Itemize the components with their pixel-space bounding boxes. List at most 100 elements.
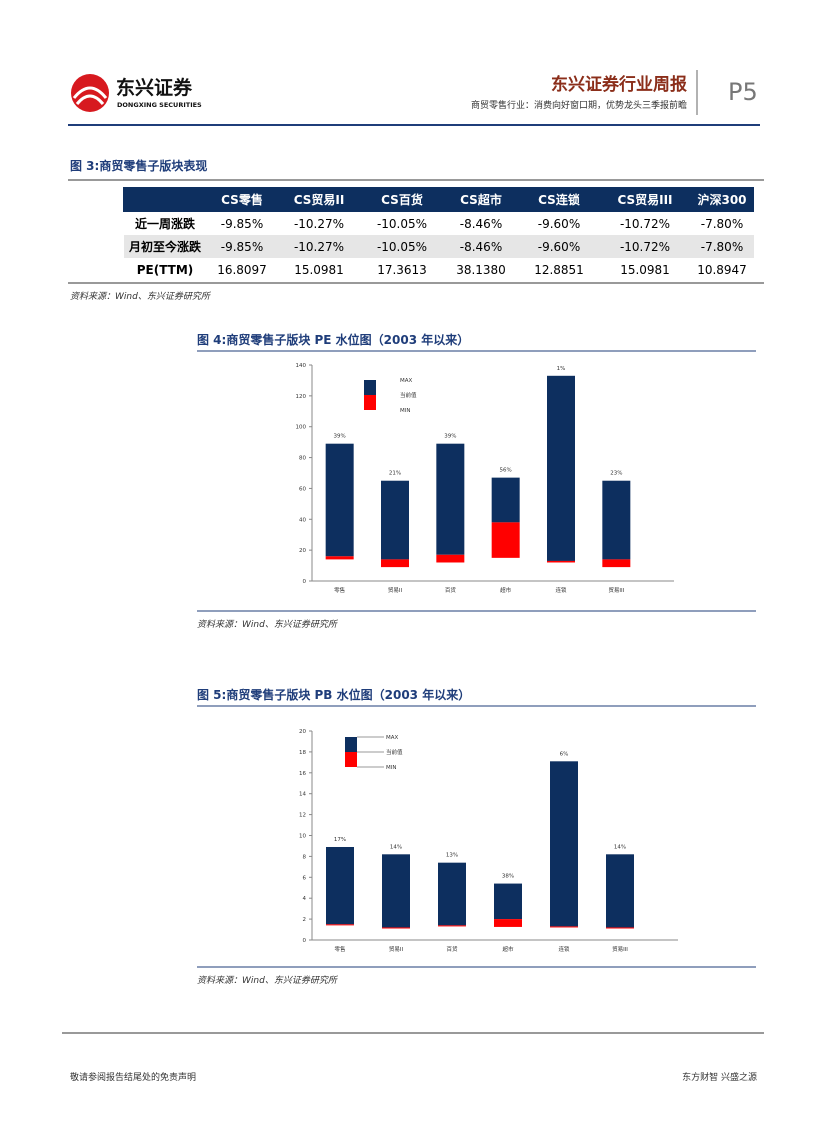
x-tick-label: 贸易III <box>612 945 628 953</box>
legend-label: MAX <box>400 378 413 384</box>
source: 资料来源：Wind、东兴证券研究所 <box>197 620 337 630</box>
y-tick-label: 40 <box>299 517 306 523</box>
cell: -8.46% <box>443 235 519 258</box>
x-tick-label: 连锁 <box>555 586 567 594</box>
bar-annotation: 14% <box>390 844 402 850</box>
bar-annotation: 13% <box>446 853 458 859</box>
cell: 15.0981 <box>620 262 670 277</box>
bar-max <box>550 761 578 927</box>
bar-annotation: 23% <box>610 471 622 477</box>
row-label: 月初至今涨跌 <box>123 235 207 258</box>
row-label: PE(TTM) <box>136 262 194 277</box>
header-cell: CS连锁 <box>518 187 600 212</box>
cell: -7.80% <box>690 235 754 258</box>
cell: -10.72% <box>599 235 691 258</box>
legend-label: MIN <box>386 765 396 771</box>
bar-current <box>602 559 631 568</box>
bar-current <box>494 919 522 927</box>
legend-swatch <box>364 380 376 395</box>
legend-label: MAX <box>386 735 399 741</box>
header-cell: CS零售 <box>206 187 278 212</box>
y-tick-label: 2 <box>303 917 307 923</box>
header-cell: CS超市 <box>443 187 519 212</box>
table-row: PE(TTM) 16.8097 15.0981 17.3613 38.1380 12.88… <box>124 258 754 281</box>
x-tick-label: 零售 <box>334 586 345 594</box>
report-type: 东兴证券行业周报 <box>551 75 687 95</box>
cell: 16.8097 <box>217 262 267 277</box>
figure-title: 图 3:商贸零售子版块表现 <box>70 159 208 173</box>
y-tick-label: 18 <box>299 750 306 756</box>
bar-annotation: 39% <box>444 434 456 440</box>
bar-current <box>547 560 575 563</box>
logo: 东兴证券 DONGXING SECURITIES <box>71 74 202 112</box>
y-tick-label: 4 <box>303 896 307 902</box>
cell: 15.0981 <box>294 262 344 277</box>
bar-max <box>381 480 409 560</box>
bar-max <box>326 846 354 925</box>
logo-name: 东兴证券 <box>116 76 193 99</box>
cell: -10.27% <box>293 216 345 231</box>
bar-max <box>606 854 634 928</box>
bar-max <box>436 443 465 555</box>
cell: -8.46% <box>459 216 503 231</box>
x-tick-label: 百货 <box>446 945 458 953</box>
legend-swatch <box>345 737 357 752</box>
cell: -10.27% <box>277 235 361 258</box>
cell: 12.8851 <box>534 262 584 277</box>
y-tick-label: 20 <box>299 729 306 735</box>
bar-annotation: 17% <box>334 837 346 843</box>
bar-annotation: 6% <box>560 751 569 757</box>
bar-max <box>382 854 410 928</box>
bar-annotation: 14% <box>614 844 626 850</box>
source: 资料来源：Wind、东兴证券研究所 <box>197 976 337 986</box>
bar-current <box>325 556 354 560</box>
y-tick-label: 12 <box>299 813 306 819</box>
y-tick-label: 14 <box>299 792 306 798</box>
bar-max <box>547 375 575 561</box>
bar-max <box>491 477 520 523</box>
table: CS零售 CS贸易II CS百货 CS超市 CS连锁 CS贸易III 沪深300 近一周涨跌 -… <box>123 187 754 281</box>
cell: -9.60% <box>518 235 600 258</box>
figure-title: 图 5:商贸零售子版块 PB 水位图（2003 年以来） <box>197 688 471 702</box>
y-tick-label: 120 <box>296 394 307 400</box>
bar-current <box>326 924 354 926</box>
bar-current <box>381 559 409 568</box>
bar-max <box>494 883 522 920</box>
legend-swatch <box>345 752 357 767</box>
header-cell: CS百货 <box>360 187 444 212</box>
bar-current <box>438 925 466 927</box>
report-subtitle: 商贸零售行业：消费向好窗口期，优势龙头三季报前瞻 <box>470 101 687 111</box>
source: 资料来源：Wind、东兴证券研究所 <box>70 292 210 302</box>
y-tick-label: 60 <box>299 486 306 492</box>
x-tick-label: 零售 <box>334 945 345 953</box>
cell: -10.72% <box>619 216 671 231</box>
header-cell <box>123 187 207 212</box>
header-cell: CS贸易II <box>277 187 361 212</box>
legend-label: 当前值 <box>400 391 417 399</box>
bar-current <box>382 927 410 929</box>
legend-swatch <box>364 395 376 410</box>
bar-annotation: 1% <box>557 366 566 372</box>
cell: 38.1380 <box>456 262 506 277</box>
cell: -10.05% <box>360 235 444 258</box>
y-tick-label: 6 <box>303 875 307 881</box>
bar-max <box>325 443 354 557</box>
logo-en: DONGXING SECURITIES <box>117 101 202 109</box>
footer-left: 敬请参阅报告结尾处的免责声明 <box>70 1073 197 1083</box>
x-tick-label: 贸易II <box>388 586 403 594</box>
cell: 17.3613 <box>377 262 427 277</box>
row-label: 近一周涨跌 <box>134 217 195 231</box>
bar-max <box>438 862 466 926</box>
x-tick-label: 贸易II <box>389 945 404 953</box>
y-tick-label: 10 <box>299 834 306 840</box>
header-cell: CS贸易III <box>599 187 691 212</box>
bar-current <box>606 927 634 929</box>
x-tick-label: 超市 <box>502 945 514 953</box>
bar-annotation: 21% <box>389 471 401 477</box>
bar-max <box>602 480 631 560</box>
y-tick-label: 0 <box>303 579 307 585</box>
y-tick-label: 100 <box>296 425 307 431</box>
x-tick-label: 超市 <box>500 586 512 594</box>
bar-annotation: 56% <box>500 468 512 474</box>
